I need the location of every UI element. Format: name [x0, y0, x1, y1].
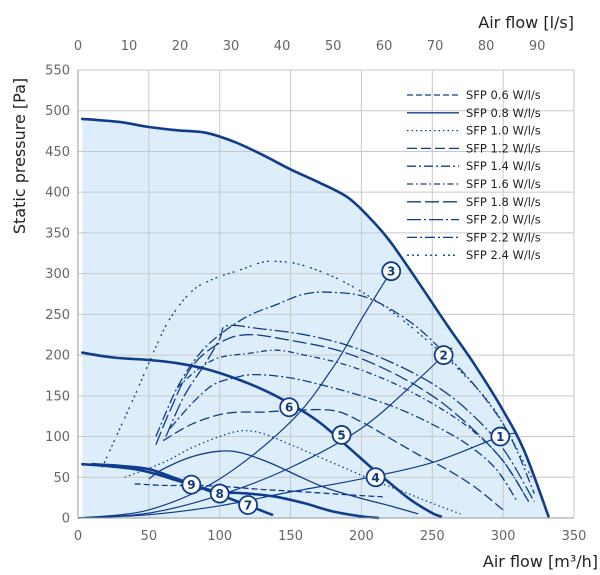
legend-label: SFP 1.6 W/l/s	[466, 177, 541, 191]
operating-point-marker: 1	[490, 426, 511, 447]
operating-point-marker: 3	[381, 261, 402, 282]
sfp-curve	[176, 349, 530, 503]
sfp-curve	[101, 260, 533, 478]
y-tick-label: 400	[45, 186, 70, 201]
top-x-tick-label: 50	[325, 39, 342, 54]
y-tick-label: 50	[53, 471, 70, 486]
marker-label: 1	[496, 430, 504, 444]
x-tick-label: 300	[491, 529, 516, 544]
x-tick-label: 0	[74, 529, 82, 544]
top-x-tick-label: 20	[172, 39, 189, 54]
legend-label: SFP 1.8 W/l/s	[466, 195, 541, 209]
operating-point-marker: 4	[365, 467, 386, 488]
x-axis-label: Air flow [m³/h]	[483, 552, 598, 571]
sfp-curve	[124, 430, 461, 515]
sfp-curve	[155, 291, 535, 494]
legend-label: SFP 2.4 W/l/s	[466, 248, 541, 262]
legend-label: SFP 2.0 W/l/s	[466, 213, 541, 227]
marker-label: 5	[337, 428, 345, 442]
legend: SFP 0.6 W/l/s SFP 0.8 W/l/s SFP 1.0 W/l/s S…	[407, 88, 541, 262]
top-x-tick-label: 30	[223, 39, 240, 54]
legend-label: SFP 0.8 W/l/s	[466, 106, 541, 120]
sfp-curves	[101, 260, 535, 515]
marker-label: 6	[285, 401, 293, 415]
sfp-curve	[169, 373, 518, 503]
marker-circle	[238, 495, 258, 515]
marker-label: 8	[216, 487, 224, 501]
y-tick-label: 300	[45, 267, 70, 282]
operating-point-marker: 8	[209, 483, 230, 504]
operating-point-markers: 1 2 3 4 5 6 7 8 9	[181, 261, 511, 515]
marker-circle	[181, 474, 202, 495]
marker-label: 4	[371, 471, 379, 485]
sfp-curve	[165, 324, 535, 503]
top-x-tick-label: 10	[121, 39, 138, 54]
operating-point-marker: 2	[433, 345, 454, 365]
y-tick-label: 350	[45, 226, 70, 241]
fan-curve	[81, 117, 550, 518]
marker-circle	[490, 426, 511, 447]
top-x-tick-label: 90	[529, 39, 546, 54]
y-tick-label: 200	[45, 349, 70, 364]
top-x-tick-label: 80	[478, 39, 495, 54]
y-tick-label: 150	[45, 389, 70, 404]
marker-circle	[209, 483, 230, 504]
y-tick-label: 0	[62, 512, 70, 527]
sfp-curve	[155, 334, 530, 503]
top-x-tick-label: 60	[376, 39, 393, 54]
marker-circle	[365, 467, 386, 488]
top-x-tick-label: 0	[74, 39, 82, 54]
legend-label: SFP 2.2 W/l/s	[466, 230, 541, 244]
marker-label: 2	[439, 349, 447, 363]
x-tick-label: 150	[278, 529, 303, 544]
top-x-tick-label: 40	[274, 39, 291, 54]
x-tick-label: 250	[420, 529, 445, 544]
operating-point-marker: 9	[181, 474, 202, 495]
sfp-curve	[148, 450, 419, 515]
y-tick-label: 450	[45, 145, 70, 160]
y-tick-label: 100	[45, 430, 70, 445]
x-tick-label: 200	[349, 529, 374, 544]
operating-point-marker: 6	[279, 397, 300, 418]
y-tick-label: 500	[45, 104, 70, 119]
marker-circle	[381, 261, 402, 282]
x-tick-label: 100	[207, 529, 232, 544]
top-x-axis-label: Air flow [l/s]	[478, 13, 574, 32]
marker-circle	[331, 425, 352, 445]
x-tick-label: 350	[562, 529, 587, 544]
marker-label: 9	[187, 478, 195, 492]
system-curve	[77, 432, 518, 519]
marker-label: 7	[244, 498, 252, 512]
marker-circle	[433, 345, 454, 365]
operating-point-marker: 5	[331, 425, 352, 445]
legend-label: SFP 1.0 W/l/s	[466, 124, 541, 138]
marker-circle	[279, 397, 300, 418]
legend-label: SFP 1.2 W/l/s	[466, 141, 541, 155]
sfp-curve	[162, 408, 504, 511]
x-tick-label: 50	[141, 529, 158, 544]
marker-label: 3	[387, 265, 395, 279]
top-x-tick-label: 70	[427, 39, 444, 54]
legend-label: SFP 0.6 W/l/s	[466, 88, 541, 102]
y-tick-label: 550	[45, 64, 70, 79]
axes: 0 50 100 150 200 250 300 3500501001502002503003…	[45, 39, 586, 544]
y-axis-label: Static pressure [Pa]	[10, 78, 29, 234]
operating-point-marker: 7	[238, 495, 258, 515]
legend-label: SFP 1.4 W/l/s	[466, 159, 541, 173]
y-tick-label: 250	[45, 308, 70, 323]
